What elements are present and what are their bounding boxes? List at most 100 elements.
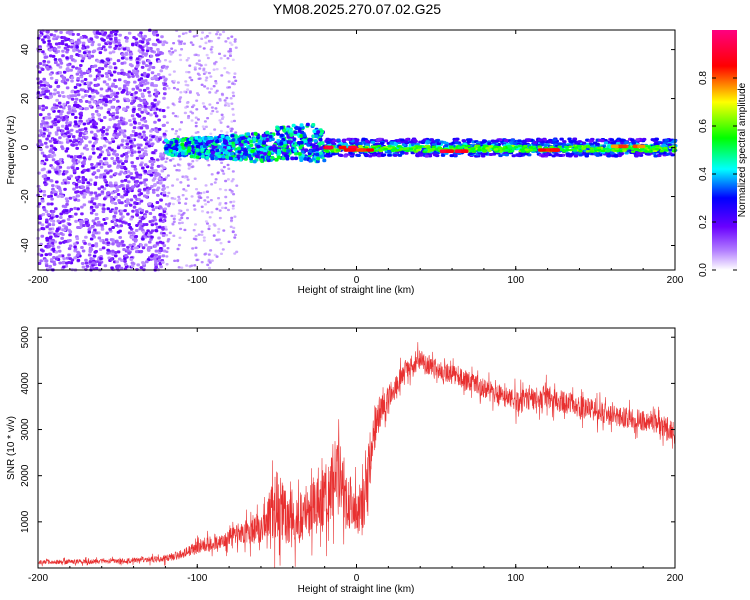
signal-cell: [330, 150, 335, 153]
noise-cell: [75, 185, 79, 189]
signal-cell: [603, 141, 609, 145]
noise-cell: [147, 90, 151, 94]
noise-cell: [91, 231, 96, 235]
noise-cell: [65, 101, 70, 105]
signal-cell: [180, 142, 185, 147]
noise-cell: [134, 182, 139, 186]
noise-cell: [163, 92, 167, 96]
noise-cell: [122, 108, 126, 112]
noise-cell: [154, 260, 158, 264]
noise-cell: [113, 222, 118, 226]
noise-cell: [144, 52, 149, 56]
noise-cell: [114, 29, 119, 33]
noise-cell: [114, 85, 118, 89]
signal-cell: [485, 147, 490, 150]
noise-cell: [154, 84, 159, 88]
noise-cell: [77, 180, 82, 184]
signal-cell: [567, 137, 572, 141]
noise-cell: [187, 57, 191, 60]
noise-cell: [77, 122, 82, 126]
noise-cell: [150, 71, 155, 75]
noise-cell: [220, 206, 224, 209]
noise-cell: [49, 235, 53, 239]
noise-cell: [178, 97, 182, 101]
signal-cell: [320, 141, 325, 145]
noise-cell: [128, 119, 132, 123]
signal-cell: [641, 137, 647, 141]
noise-cell: [131, 42, 135, 46]
noise-cell: [94, 83, 99, 87]
noise-cell: [107, 164, 111, 168]
noise-cell: [124, 262, 128, 266]
noise-cell: [124, 51, 129, 55]
noise-cell: [156, 193, 160, 197]
noise-cell: [178, 53, 182, 57]
noise-cell: [122, 47, 127, 51]
noise-cell: [186, 116, 190, 120]
noise-cell: [111, 50, 116, 54]
noise-cell: [177, 195, 181, 199]
noise-cell: [37, 262, 42, 266]
noise-cell: [147, 68, 151, 72]
noise-cell: [162, 210, 167, 214]
noise-cell: [55, 166, 60, 170]
noise-cell: [84, 218, 89, 222]
noise-cell: [97, 202, 102, 206]
noise-cell: [166, 186, 170, 189]
noise-cell: [223, 66, 227, 70]
noise-cell: [235, 184, 239, 187]
signal-cell: [259, 151, 264, 155]
noise-cell: [73, 109, 77, 113]
noise-cell: [127, 180, 131, 184]
noise-cell: [94, 122, 99, 126]
noise-cell: [49, 179, 54, 183]
noise-cell: [231, 230, 235, 233]
noise-cell: [58, 254, 62, 258]
noise-cell: [87, 242, 92, 246]
noise-cell: [42, 154, 47, 158]
noise-cell: [181, 194, 185, 197]
noise-cell: [124, 151, 129, 155]
signal-cell: [326, 140, 331, 144]
noise-cell: [201, 31, 205, 34]
signal-cell: [498, 154, 503, 158]
noise-cell: [154, 206, 159, 210]
noise-cell: [117, 41, 121, 45]
noise-cell: [96, 59, 101, 63]
noise-cell: [37, 221, 42, 225]
noise-cell: [227, 167, 231, 171]
noise-cell: [47, 231, 52, 235]
noise-cell: [233, 236, 237, 239]
noise-cell: [212, 84, 216, 88]
signal-cell: [215, 139, 220, 144]
noise-cell: [71, 65, 75, 69]
noise-cell: [109, 184, 114, 188]
noise-cell: [129, 198, 134, 202]
noise-cell: [75, 253, 80, 257]
noise-cell: [75, 45, 79, 49]
noise-cell: [154, 262, 158, 266]
noise-cell: [63, 81, 68, 85]
noise-cell: [204, 125, 208, 129]
noise-cell: [47, 244, 51, 248]
noise-cell: [175, 169, 179, 172]
noise-cell: [218, 119, 222, 122]
noise-cell: [108, 99, 113, 103]
noise-cell: [213, 128, 217, 131]
signal-cell: [288, 140, 293, 144]
noise-cell: [39, 93, 43, 97]
noise-cell: [140, 154, 144, 158]
noise-cell: [212, 223, 216, 226]
noise-cell: [90, 162, 94, 166]
signal-cell: [409, 140, 414, 144]
noise-cell: [230, 120, 234, 123]
noise-cell: [36, 184, 41, 188]
signal-cell: [293, 156, 298, 161]
noise-cell: [110, 156, 114, 160]
noise-cell: [74, 183, 79, 187]
noise-cell: [218, 216, 222, 220]
signal-cell: [512, 142, 517, 146]
signal-cell: [316, 130, 321, 134]
noise-cell: [148, 65, 153, 69]
noise-cell: [61, 75, 66, 79]
